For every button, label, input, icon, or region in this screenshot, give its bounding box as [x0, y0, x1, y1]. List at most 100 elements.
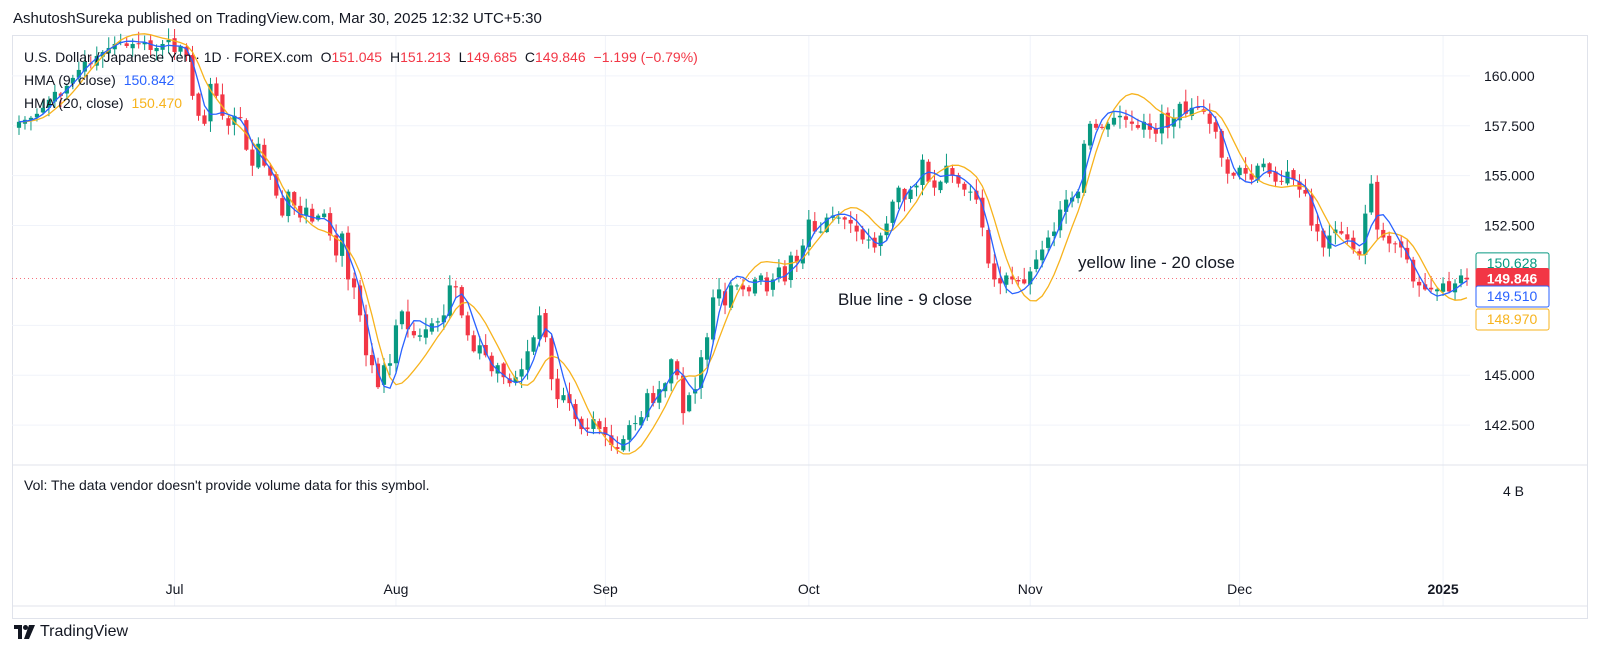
- candle-body-down: [782, 266, 787, 282]
- candle-body-down: [675, 361, 680, 376]
- candle-body-up: [1028, 271, 1033, 285]
- candle-body-down: [1249, 173, 1254, 180]
- candle-body-up: [699, 357, 704, 388]
- candle-body-down: [124, 43, 129, 46]
- candle-body-up: [40, 107, 46, 113]
- x-axis-tick-label: Oct: [798, 581, 820, 597]
- candle-body-up: [770, 279, 776, 290]
- candle-body-up: [710, 297, 716, 340]
- candle-body-up: [1363, 213, 1368, 255]
- candle-body-up: [34, 113, 40, 118]
- candle-body-down: [549, 338, 554, 380]
- legend-hma9-row[interactable]: HMA (9, close) 150.842: [24, 72, 178, 88]
- candle-body-down: [1417, 281, 1422, 286]
- candle-body-down: [1231, 172, 1236, 176]
- y-axis-tick-label: 160.000: [1484, 68, 1535, 84]
- candle-body-up: [519, 369, 524, 377]
- candle-body-down: [1225, 159, 1230, 174]
- candle-body-down: [328, 213, 333, 236]
- candle-body-down: [1243, 168, 1248, 174]
- candle-body-up: [836, 217, 841, 219]
- candle-body-down: [1016, 279, 1021, 282]
- candle-body-down: [1357, 251, 1362, 256]
- candle-body-up: [752, 279, 758, 294]
- candle-body-up: [818, 231, 823, 233]
- candle-body-up: [1075, 191, 1081, 199]
- candle-body-up: [705, 337, 710, 360]
- candle-body-up: [1237, 167, 1242, 176]
- candle-body-up: [393, 325, 399, 364]
- candle-body-down: [1093, 123, 1099, 128]
- candle-body-down: [764, 277, 770, 292]
- candle-body-down: [722, 291, 728, 306]
- price-badge-text: 150.628: [1487, 255, 1538, 271]
- candle-body-up: [322, 213, 327, 218]
- candle-body-up: [734, 285, 740, 287]
- candle-body-down: [740, 285, 746, 290]
- y-axis-tick-label: 145.000: [1484, 367, 1535, 383]
- candle-body-up: [1040, 249, 1045, 261]
- legend-hma20-label: HMA (20, close): [24, 95, 124, 111]
- candle-body-down: [962, 183, 967, 190]
- candle-body-up: [340, 233, 345, 256]
- candle-body-up: [824, 217, 829, 233]
- candle-body-up: [561, 395, 566, 401]
- candle-body-down: [250, 149, 255, 166]
- candle-body-down: [1303, 189, 1308, 194]
- candle-body-up: [1081, 143, 1087, 193]
- candle-body-up: [82, 61, 87, 72]
- candle-body-up: [890, 201, 895, 223]
- candle-body-down: [681, 375, 686, 414]
- candle-body-up: [208, 83, 213, 122]
- candle-body-up: [716, 289, 722, 299]
- annotation-yellow-line: yellow line - 20 close: [1078, 253, 1235, 272]
- legend-hma9-value: 150.842: [123, 72, 175, 88]
- candle-body-up: [1261, 163, 1266, 168]
- candle-body-down: [986, 229, 991, 264]
- candle-body-up: [591, 419, 596, 429]
- candle-body-down: [1291, 170, 1296, 180]
- candle-body-down: [1429, 287, 1434, 290]
- candle-body-down: [854, 225, 859, 232]
- candle-body-up: [1034, 259, 1039, 270]
- candle-body-up: [495, 365, 500, 374]
- candle-body-down: [136, 43, 141, 45]
- candle-body-up: [447, 285, 452, 316]
- candle-body-up: [788, 255, 793, 281]
- candle-body-up: [1458, 275, 1464, 284]
- candle-body-up: [944, 165, 949, 183]
- candle-body-up: [1177, 103, 1182, 121]
- footer-brand[interactable]: TradingView: [40, 623, 129, 640]
- candle-body-down: [411, 331, 416, 336]
- candle-body-up: [920, 159, 925, 185]
- candle-body-up: [968, 191, 973, 193]
- candle-body-up: [1434, 289, 1440, 292]
- candle-body-up: [316, 215, 321, 220]
- candle-body-down: [956, 175, 961, 184]
- candle-body-down: [345, 232, 351, 280]
- candle-body-down: [746, 287, 752, 292]
- candle-body-up: [537, 315, 542, 340]
- annotation-blue-line: Blue line - 9 close: [838, 290, 973, 309]
- legend-symbol[interactable]: U.S. Dollar / Japanese Yen · 1D · FOREX.…: [24, 49, 313, 65]
- candle-body-down: [950, 168, 955, 176]
- candle-body-up: [399, 311, 405, 325]
- candles-group: [16, 28, 1470, 454]
- candle-body-down: [268, 166, 273, 176]
- legend-close-label: C: [524, 49, 536, 65]
- legend-hma20-row[interactable]: HMA (20, close) 150.470: [24, 95, 186, 111]
- candle-body-down: [1010, 276, 1015, 280]
- candle-body-up: [776, 267, 781, 278]
- candle-body-up: [1369, 183, 1374, 213]
- candle-body-up: [76, 69, 81, 78]
- x-axis-tick-label: Jul: [166, 581, 184, 597]
- footer: TradingView: [14, 621, 128, 643]
- candle-body-up: [938, 181, 943, 191]
- candle-body-down: [465, 315, 470, 336]
- candle-body-down: [615, 447, 620, 450]
- hma9-line: [18, 40, 1468, 447]
- x-axis-tick-label: Nov: [1018, 581, 1043, 597]
- candle-body-down: [453, 286, 458, 288]
- x-axis-tick-label: Sep: [593, 581, 618, 597]
